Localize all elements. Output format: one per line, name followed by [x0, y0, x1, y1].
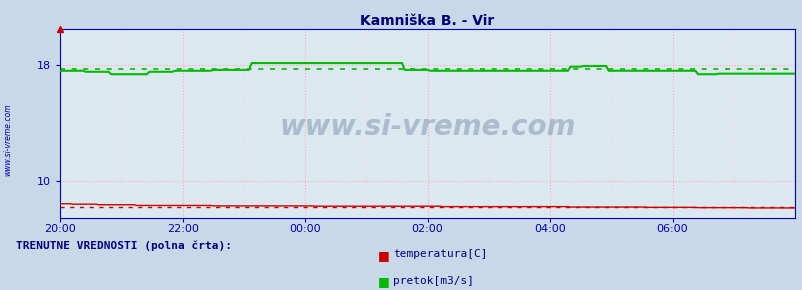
Text: TRENUTNE VREDNOSTI (polna črta):: TRENUTNE VREDNOSTI (polna črta):	[16, 241, 232, 251]
Text: temperatura[C]: temperatura[C]	[393, 249, 488, 259]
Text: ■: ■	[377, 276, 389, 289]
Title: Kamniška B. - Vir: Kamniška B. - Vir	[360, 14, 494, 28]
Text: www.si-vreme.com: www.si-vreme.com	[279, 113, 575, 141]
Text: ■: ■	[377, 249, 389, 262]
Text: pretok[m3/s]: pretok[m3/s]	[393, 276, 474, 285]
Text: www.si-vreme.com: www.si-vreme.com	[3, 103, 13, 175]
